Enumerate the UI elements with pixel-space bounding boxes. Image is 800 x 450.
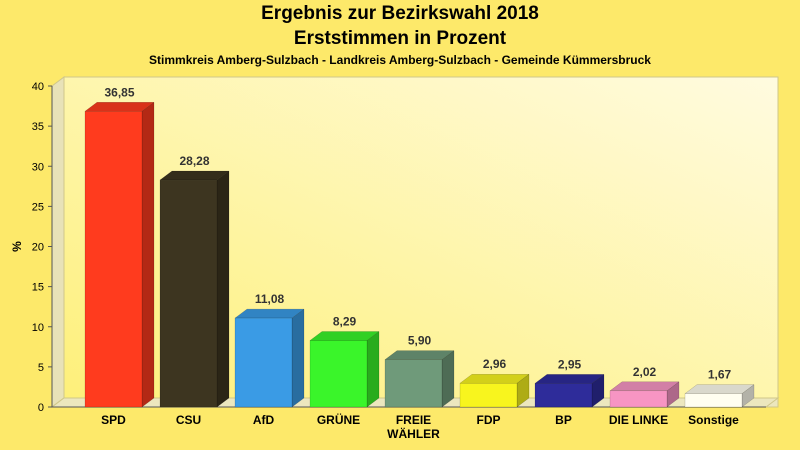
bar-top [309,331,380,341]
bar [234,308,305,408]
bar-top [609,381,680,392]
y-tick-label: 20 [32,242,44,254]
x-tick-label: FREIE [396,413,431,427]
bar-value-label: 5,90 [408,334,432,348]
bar-side [216,170,230,408]
bar-side [291,308,305,408]
bar [159,170,230,408]
bar [384,350,455,408]
y-tick-label: 10 [32,322,44,334]
bar-value-label: 8,29 [333,314,357,328]
chart-subtitle: Erststimmen in Prozent [293,28,507,49]
x-tick-label: BP [555,413,572,427]
bar-top [84,102,155,112]
bar-value-label: 2,96 [483,357,507,371]
x-tick-label: CSU [176,413,201,427]
bar [309,330,380,408]
bar-value-label: 2,95 [558,357,582,371]
bar-front [609,390,668,408]
bar-front [309,340,368,408]
y-tick-label: 25 [32,201,44,213]
x-tick-label: WÄHLER [387,426,440,441]
bar-top [159,170,230,181]
bar-top [384,350,455,360]
y-tick-label: 40 [32,81,44,93]
chart-title: Ergebnis zur Bezirkswahl 2018 [261,3,539,24]
y-tick-label: 5 [38,362,44,374]
bar [684,384,755,408]
bar [609,381,680,408]
bar-front [234,317,293,408]
bar-top [234,308,305,319]
x-tick-label: GRÜNE [317,412,360,427]
bar-front [84,111,143,408]
bar-front [684,393,743,408]
bar-side [441,350,455,408]
bar-top [459,373,530,384]
bar-top [684,384,755,394]
y-axis-label: % [10,241,24,252]
bar [459,373,530,408]
x-tick-label: AfD [253,413,275,427]
x-tick-label: FDP [477,413,501,427]
bar-front [534,383,593,408]
plot-side-wall [51,76,65,408]
bar-top [534,374,605,384]
y-tick-label: 30 [32,161,44,173]
bar-value-label: 11,08 [255,292,285,306]
bar-value-label: 36,85 [104,85,134,99]
x-tick-label: SPD [101,413,126,427]
bar-side [366,330,380,408]
bar-value-label: 2,02 [633,365,657,379]
bar-front [459,382,518,408]
bar [84,101,155,408]
x-tick-label: Sonstige [688,413,739,427]
bar-value-label: 1,67 [708,368,732,382]
y-tick-label: 15 [32,282,44,294]
bar-value-label: 28,28 [179,154,209,168]
x-tick-label: DIE LINKE [609,413,668,427]
bar-front [384,359,443,408]
bar-side [141,101,155,408]
bar [534,373,605,408]
y-tick-label: 35 [32,121,44,133]
bar-front [159,179,218,408]
chart-caption: Stimmkreis Amberg-Sulzbach - Landkreis A… [149,53,651,67]
y-tick-label: 0 [38,402,44,414]
